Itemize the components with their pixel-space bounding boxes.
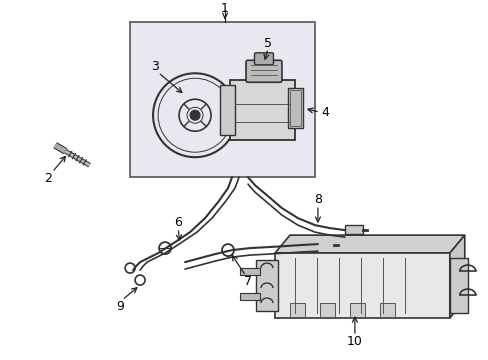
- Bar: [240, 293, 260, 300]
- Text: 3: 3: [151, 60, 159, 73]
- Text: 4: 4: [320, 106, 328, 119]
- Bar: [289, 303, 305, 317]
- Bar: [287, 88, 303, 128]
- Text: 5: 5: [264, 37, 271, 50]
- Bar: [317, 241, 333, 249]
- Bar: [344, 225, 362, 234]
- Bar: [449, 258, 467, 313]
- FancyBboxPatch shape: [254, 53, 273, 65]
- Bar: [229, 80, 294, 140]
- Text: 1: 1: [221, 2, 228, 15]
- Text: 7: 7: [244, 275, 251, 288]
- Text: 2: 2: [44, 172, 52, 185]
- Text: 6: 6: [174, 216, 182, 229]
- Bar: [130, 22, 314, 177]
- Polygon shape: [449, 235, 464, 318]
- Bar: [274, 253, 449, 318]
- Text: 10: 10: [346, 334, 362, 347]
- Bar: [349, 303, 364, 317]
- Text: 8: 8: [313, 193, 321, 206]
- Bar: [289, 90, 300, 126]
- Bar: [220, 85, 235, 135]
- FancyBboxPatch shape: [245, 60, 282, 82]
- Bar: [240, 268, 260, 275]
- Text: 9: 9: [116, 300, 124, 312]
- Bar: [379, 303, 394, 317]
- FancyBboxPatch shape: [255, 260, 277, 311]
- Polygon shape: [274, 235, 464, 253]
- Circle shape: [190, 110, 200, 120]
- Bar: [319, 303, 334, 317]
